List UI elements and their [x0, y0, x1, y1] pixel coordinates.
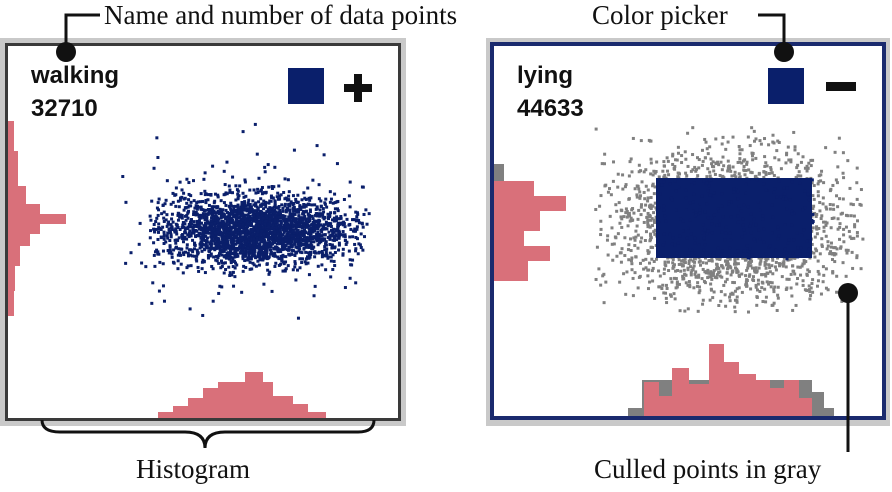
minus-icon[interactable]	[826, 82, 856, 91]
lying-left-histogram	[494, 164, 566, 281]
plus-icon[interactable]	[344, 74, 372, 102]
leader-name-and-count	[64, 13, 100, 52]
dot-color-picker	[774, 42, 794, 62]
walking-points	[121, 122, 371, 320]
walking-color-picker[interactable]	[288, 68, 324, 104]
callout-name-and-count: Name and number of data points	[104, 0, 458, 30]
walking-panel[interactable]: walking 32710	[5, 43, 401, 421]
histogram-brace	[40, 419, 376, 449]
dot-name-and-count	[56, 42, 76, 62]
callout-histogram: Histogram	[136, 454, 250, 484]
lying-panel[interactable]: lying 44633	[490, 42, 886, 420]
walking-scatter	[8, 121, 371, 418]
lying-scatter	[494, 126, 865, 416]
dot-culled-points	[838, 283, 858, 303]
callout-color-picker: Color picker	[592, 0, 728, 30]
walking-bottom-histogram	[158, 372, 326, 418]
callout-culled-points: Culled points in gray	[594, 454, 822, 484]
lying-bottom-histogram	[628, 344, 834, 416]
walking-name: walking	[31, 62, 120, 89]
lying-color-picker[interactable]	[768, 68, 804, 104]
lying-selected-points	[656, 178, 815, 261]
walking-left-histogram	[8, 121, 66, 316]
leader-color-picker	[758, 13, 786, 50]
lying-name: lying	[517, 62, 574, 89]
walking-count: 32710	[31, 95, 98, 122]
lying-count: 44633	[517, 95, 584, 122]
